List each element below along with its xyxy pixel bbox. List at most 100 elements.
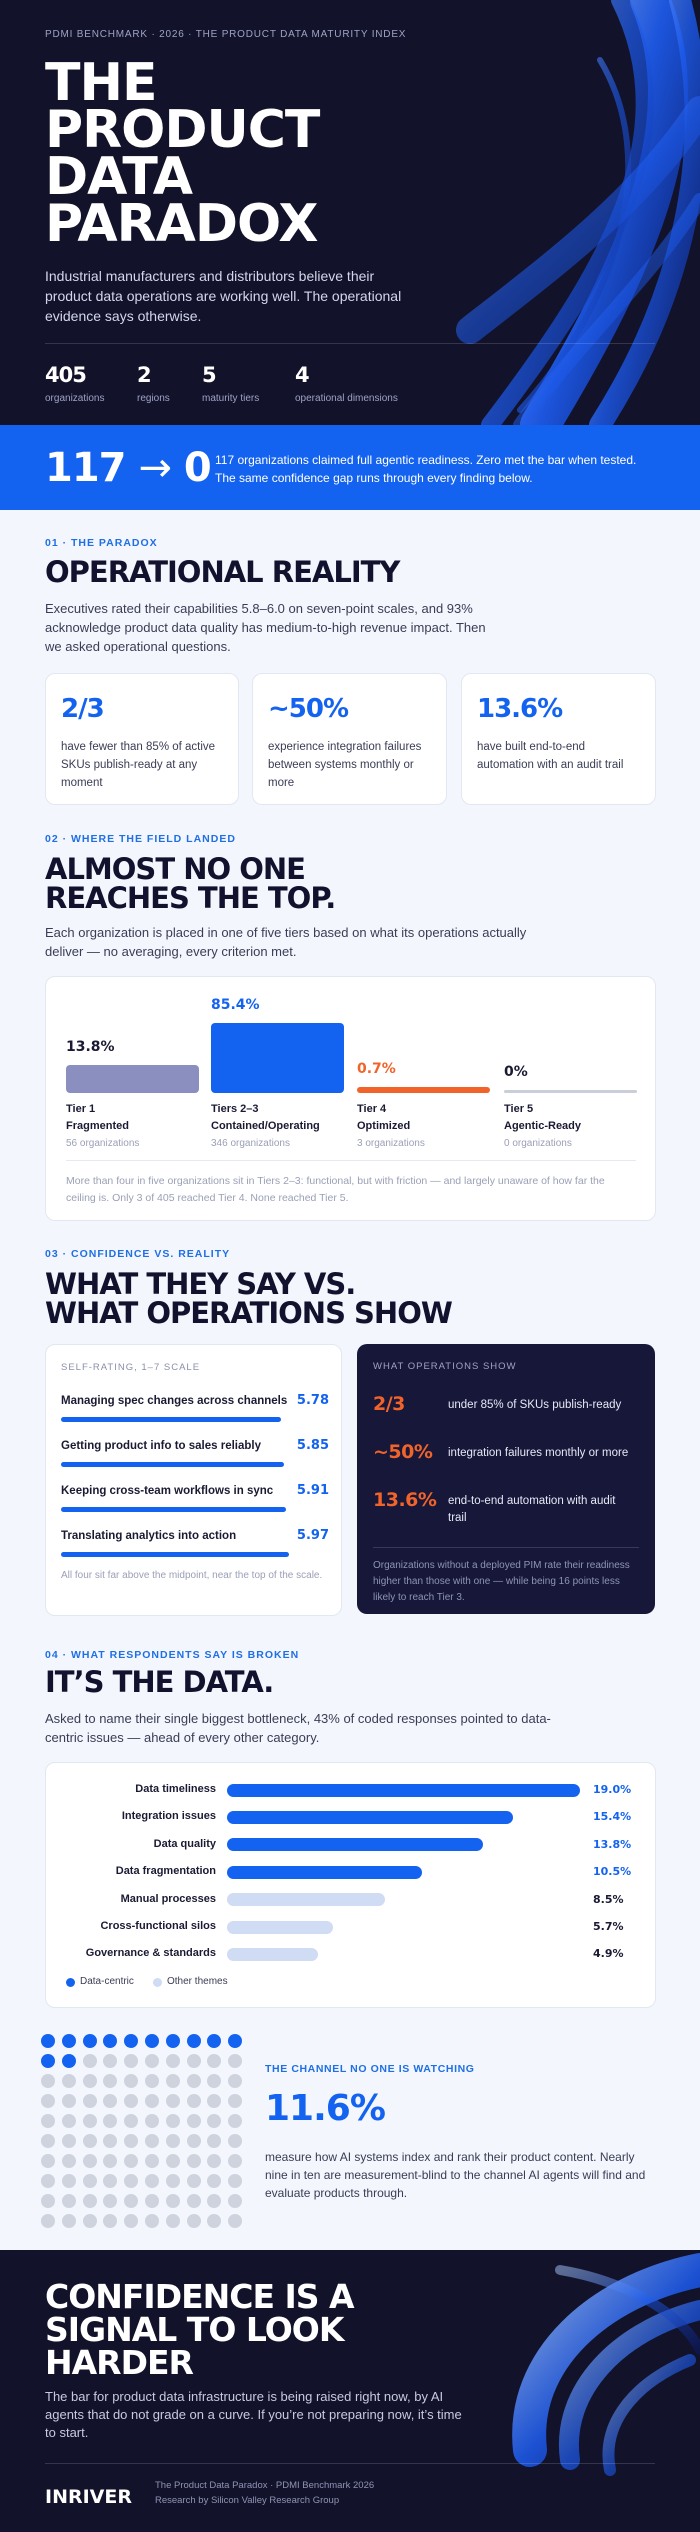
dot xyxy=(207,2154,222,2168)
dot xyxy=(228,2034,243,2048)
footer: CONFIDENCE IS A SIGNAL TO LOOK HARDER Th… xyxy=(0,2250,700,2532)
section-label: 03 · CONFIDENCE VS. REALITY xyxy=(45,1248,231,1260)
dot xyxy=(145,2074,159,2088)
bottleneck-card: Data timeliness 19.0% Integration issues 15… xyxy=(45,1762,656,2008)
channel-text: measure how AI systems index and rank th… xyxy=(265,2150,646,2200)
bar xyxy=(227,1810,514,1824)
ops-stat: 13.6% xyxy=(373,1489,437,1511)
dot xyxy=(41,2174,55,2188)
dot xyxy=(207,2214,222,2228)
dot xyxy=(82,2074,97,2088)
card-title: WHAT OPERATIONS SHOW xyxy=(373,1361,517,1372)
heading-line: CONFIDENCE IS A xyxy=(45,2277,355,2316)
heading-line: WHAT THEY SAY VS. xyxy=(45,1267,356,1301)
dot xyxy=(61,2214,76,2228)
credit: Research by Silicon Valley Research Grou… xyxy=(155,2495,340,2506)
rating-bar xyxy=(61,1507,287,1512)
dot xyxy=(228,2154,243,2168)
dot xyxy=(207,2034,222,2048)
dot xyxy=(145,2094,159,2108)
legend-swatch xyxy=(66,1978,75,1987)
tier-bar xyxy=(504,1090,637,1093)
tier-count: 56 organizations xyxy=(66,1138,140,1149)
dot xyxy=(145,2054,159,2068)
dot xyxy=(165,2174,180,2188)
dot xyxy=(145,2154,159,2168)
dot xyxy=(145,2134,159,2148)
section-label: 04 · WHAT RESPONDENTS SAY IS BROKEN xyxy=(45,1649,300,1661)
band-text: 117 organizations claimed full agentic r… xyxy=(215,453,637,485)
band: 117 → 0 117 organizations claimed full a… xyxy=(0,425,700,510)
dot xyxy=(186,2194,201,2208)
title-line: PRODUCT xyxy=(45,100,320,160)
dot xyxy=(41,2054,55,2068)
tier-description: Optimized xyxy=(357,1120,411,1132)
dot xyxy=(61,2174,76,2188)
title-line: DATA xyxy=(45,147,193,207)
heading-line: ALMOST NO ONE xyxy=(45,852,306,886)
bar-label: Cross-functional silos xyxy=(100,1920,216,1932)
dot xyxy=(103,2174,118,2188)
footer-swirl xyxy=(512,2253,700,2476)
dot xyxy=(186,2074,201,2088)
dot xyxy=(103,2054,118,2068)
dot xyxy=(228,2094,243,2108)
legend-swatch xyxy=(153,1978,162,1987)
dot xyxy=(61,2134,76,2148)
ops-stat: 2/3 xyxy=(373,1393,405,1415)
dot xyxy=(186,2134,201,2148)
dot xyxy=(41,2134,55,2148)
dot xyxy=(165,2194,180,2208)
bar xyxy=(227,1893,385,1907)
bar-value: 10.5% xyxy=(593,1865,632,1879)
rating-label: Translating analytics into action xyxy=(61,1530,237,1542)
footer-body: The bar for product data infrastructure … xyxy=(45,2389,462,2440)
stat-value: 2 xyxy=(137,363,152,387)
dot xyxy=(124,2174,139,2188)
bar-value: 5.7% xyxy=(593,1920,624,1933)
tier-bar xyxy=(357,1086,490,1093)
bar-value: 8.5% xyxy=(593,1892,624,1906)
rating-value: 5.85 xyxy=(296,1438,329,1453)
dot xyxy=(82,2174,97,2188)
ops-text: end-to-end automation with audit trail xyxy=(448,1495,616,1524)
dot xyxy=(228,2134,243,2148)
section-heading: WHAT THEY SAY VS. WHAT OPERATIONS SHOW xyxy=(45,1267,453,1328)
dot xyxy=(103,2154,118,2168)
stat-label: maturity tiers xyxy=(202,393,260,404)
section-body: Asked to name their single biggest bottl… xyxy=(45,1711,551,1745)
stat-label: regions xyxy=(137,393,170,404)
ops-stat: ~50% xyxy=(373,1441,433,1463)
dot xyxy=(145,2194,159,2208)
band-to: 0 xyxy=(183,445,212,491)
ops-text: under 85% of SKUs publish-ready xyxy=(448,1399,622,1411)
dot xyxy=(61,2154,76,2168)
divider xyxy=(66,1160,636,1161)
tier-value: 0.7% xyxy=(357,1060,396,1077)
dot xyxy=(207,2174,222,2188)
channel-label: THE CHANNEL NO ONE IS WATCHING xyxy=(265,2063,475,2075)
dot xyxy=(124,2054,139,2068)
dot xyxy=(186,2034,201,2048)
dot xyxy=(186,2094,201,2108)
stat-card: 2/3 have fewer than 85% of active SKUs p… xyxy=(45,673,239,805)
dot xyxy=(61,2114,76,2128)
dot xyxy=(207,2094,222,2108)
rating-label: Keeping cross-team workflows in sync xyxy=(61,1485,274,1497)
dot xyxy=(124,2134,139,2148)
heading-line: SIGNAL TO LOOK xyxy=(45,2310,344,2349)
heading-line: REACHES THE TOP. xyxy=(45,881,336,915)
stat-label: organizations xyxy=(45,393,105,404)
dot xyxy=(207,2054,222,2068)
operations-card: WHAT OPERATIONS SHOW 2/3 under 85% of SK… xyxy=(357,1344,655,1614)
bar xyxy=(227,1838,484,1852)
tier-name: Tiers 2–3 xyxy=(211,1103,259,1115)
subtitle: Industrial manufacturers and distributor… xyxy=(45,268,402,324)
dot xyxy=(165,2094,180,2108)
hero-swirl xyxy=(456,0,700,425)
stat-card: ~50% experience integration failures bet… xyxy=(252,673,447,805)
tier-count: 346 organizations xyxy=(211,1138,290,1149)
bar xyxy=(227,1783,580,1797)
dot xyxy=(82,2054,97,2068)
